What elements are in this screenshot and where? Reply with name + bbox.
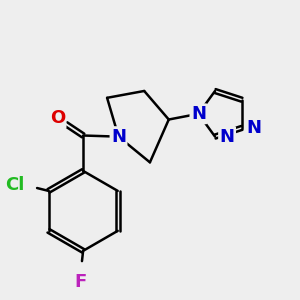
Text: N: N	[191, 105, 206, 123]
Text: N: N	[246, 119, 261, 137]
Text: F: F	[74, 272, 86, 290]
Text: N: N	[220, 128, 235, 146]
Text: N: N	[111, 128, 126, 146]
Text: Cl: Cl	[5, 176, 25, 194]
Text: O: O	[50, 110, 65, 128]
